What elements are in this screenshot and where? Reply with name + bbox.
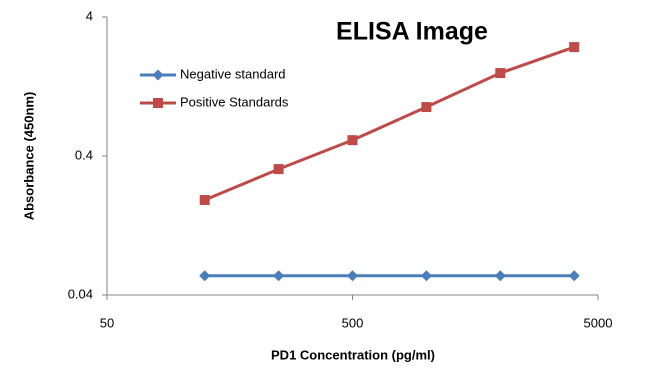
y-tick-label: 4 xyxy=(86,8,93,23)
y-axis-title: Absorbance (450nm) xyxy=(21,92,36,221)
series-line xyxy=(204,45,575,202)
y-tick-label: 0.4 xyxy=(75,147,93,162)
y-tick-label: 0.04 xyxy=(68,286,93,301)
data-point xyxy=(273,270,285,282)
chart-title: ELISA Image xyxy=(336,18,488,46)
x-axis-title: PD1 Concentration (pg/ml) xyxy=(271,347,435,362)
data-point xyxy=(494,270,506,282)
legend-label: Negative standard xyxy=(180,66,286,81)
x-tick-label: 5000 xyxy=(584,315,613,330)
legend-marker xyxy=(152,69,164,81)
data-point xyxy=(347,270,358,282)
data-point xyxy=(421,102,432,113)
legend-marker xyxy=(153,98,163,108)
x-tick-label: 500 xyxy=(342,315,364,330)
data-point xyxy=(347,135,358,146)
legend-label: Positive Standards xyxy=(180,94,289,109)
data-point xyxy=(495,68,506,79)
data-point xyxy=(568,270,580,282)
data-point xyxy=(199,270,211,282)
data-point xyxy=(199,194,210,205)
data-point xyxy=(273,164,284,175)
data-point xyxy=(569,42,580,53)
x-tick-label: 50 xyxy=(100,315,114,330)
data-point xyxy=(420,270,432,282)
